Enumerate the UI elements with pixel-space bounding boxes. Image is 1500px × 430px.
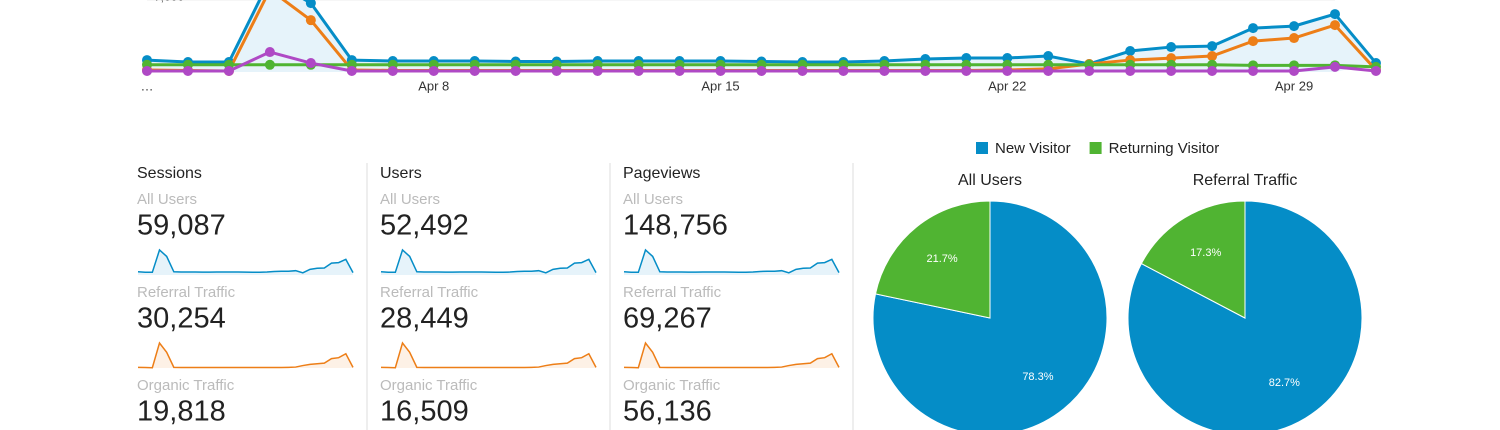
point bbox=[592, 65, 603, 76]
point bbox=[1207, 65, 1218, 76]
metric-value: 56,136 bbox=[623, 396, 712, 428]
legend-label: Returning Visitor bbox=[1109, 140, 1220, 157]
segment-name: Referral Traffic bbox=[137, 284, 236, 301]
legend-label: New Visitor bbox=[995, 140, 1071, 157]
sparkline-area bbox=[624, 250, 839, 275]
point bbox=[674, 65, 685, 76]
segment-name: All Users bbox=[380, 191, 440, 208]
pie-label: 82.7% bbox=[1269, 377, 1300, 389]
legend-swatch bbox=[976, 142, 988, 154]
point bbox=[1330, 9, 1340, 20]
segment-name: Organic Traffic bbox=[623, 377, 721, 394]
point bbox=[1043, 65, 1054, 76]
x-tick-label: Apr 22 bbox=[988, 78, 1026, 93]
point bbox=[1330, 20, 1340, 31]
pie-label: 17.3% bbox=[1190, 247, 1221, 259]
sparkline bbox=[137, 248, 354, 274]
pie-slice bbox=[1127, 200, 1363, 430]
point bbox=[1166, 42, 1177, 53]
sparkline bbox=[623, 248, 840, 274]
point bbox=[1166, 65, 1177, 76]
metric-value: 52,492 bbox=[380, 210, 469, 242]
pie-title: All Users bbox=[958, 172, 1022, 189]
metric-value: 16,509 bbox=[380, 396, 469, 428]
point bbox=[469, 65, 480, 76]
point bbox=[1248, 23, 1259, 34]
point bbox=[1125, 65, 1136, 76]
y-tick-label: 7,000 bbox=[154, 0, 184, 4]
sparkline bbox=[137, 341, 354, 369]
metric-title: Pageviews bbox=[623, 165, 700, 182]
metric-value: 28,449 bbox=[380, 303, 469, 335]
metric-value: 148,756 bbox=[623, 210, 728, 242]
legend-swatch bbox=[1089, 142, 1102, 154]
point bbox=[510, 65, 521, 76]
segment-name: Referral Traffic bbox=[380, 284, 479, 301]
point bbox=[1289, 21, 1300, 32]
point bbox=[1248, 36, 1259, 47]
metric-value: 69,267 bbox=[623, 303, 712, 335]
pie-title: Referral Traffic bbox=[1193, 172, 1298, 189]
point bbox=[756, 65, 767, 76]
x-tick-label: Apr 29 bbox=[1275, 78, 1313, 93]
segment-name: All Users bbox=[623, 191, 683, 208]
point bbox=[715, 65, 726, 76]
point bbox=[1248, 65, 1259, 76]
point bbox=[264, 47, 275, 58]
sparkline-area bbox=[138, 343, 353, 368]
pie-slice bbox=[1140, 200, 1246, 319]
segment-name: Referral Traffic bbox=[623, 284, 722, 301]
point bbox=[1084, 65, 1095, 76]
point bbox=[838, 65, 849, 76]
point bbox=[142, 65, 152, 76]
pie-label: 78.3% bbox=[1022, 371, 1053, 383]
sparkline bbox=[380, 341, 597, 369]
point bbox=[961, 65, 972, 76]
point bbox=[1207, 41, 1218, 52]
pie-slice bbox=[872, 200, 1108, 430]
point bbox=[1289, 65, 1300, 76]
metric-value: 19,818 bbox=[137, 396, 226, 428]
point bbox=[1125, 46, 1136, 57]
metric-value: 30,254 bbox=[137, 303, 226, 335]
point bbox=[305, 15, 316, 26]
pie-slice bbox=[874, 200, 991, 319]
point bbox=[223, 65, 234, 76]
segment-name: Organic Traffic bbox=[380, 377, 478, 394]
sparkline-area bbox=[381, 343, 596, 368]
point bbox=[387, 65, 398, 76]
point bbox=[305, 0, 316, 9]
pie-label: 21.7% bbox=[926, 253, 957, 265]
point bbox=[633, 65, 644, 76]
segment-name: Organic Traffic bbox=[137, 377, 235, 394]
point bbox=[428, 65, 439, 76]
metric-title: Users bbox=[380, 165, 422, 182]
point bbox=[1289, 33, 1300, 44]
point bbox=[1330, 61, 1340, 72]
segment-name: All Users bbox=[137, 191, 197, 208]
point bbox=[551, 65, 562, 76]
metric-value: 59,087 bbox=[137, 210, 226, 242]
point bbox=[264, 59, 275, 70]
point bbox=[1370, 65, 1381, 76]
point bbox=[346, 65, 357, 76]
sparkline bbox=[380, 248, 597, 274]
x-tick-label: Apr 15 bbox=[701, 78, 739, 93]
point bbox=[1207, 51, 1218, 62]
point bbox=[182, 65, 193, 76]
point bbox=[1043, 51, 1054, 62]
sparkline-area bbox=[138, 250, 353, 275]
sparkline-area bbox=[624, 343, 839, 368]
metric-title: Sessions bbox=[137, 165, 202, 182]
point bbox=[305, 58, 316, 69]
sparkline-area bbox=[381, 250, 596, 275]
point bbox=[879, 65, 890, 76]
x-tick-label: … bbox=[141, 78, 154, 93]
point bbox=[920, 65, 931, 76]
sparkline bbox=[623, 341, 840, 369]
point bbox=[1002, 65, 1013, 76]
x-tick-label: Apr 8 bbox=[418, 78, 449, 93]
point bbox=[797, 65, 808, 76]
